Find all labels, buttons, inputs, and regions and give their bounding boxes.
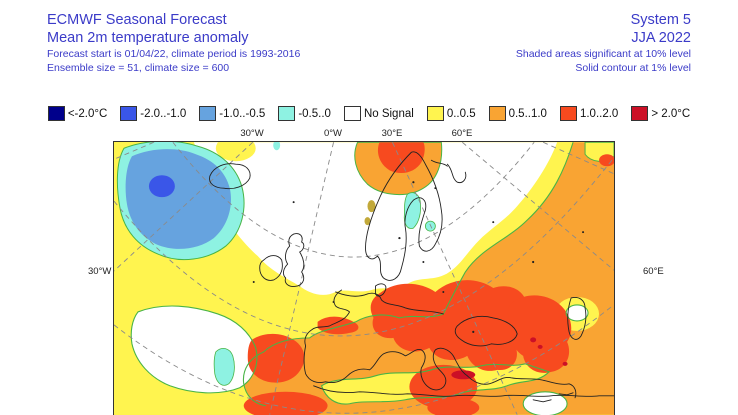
page-title: ECMWF Seasonal Forecast [47,12,227,28]
legend-item: -1.0..-0.5 [199,106,265,121]
no-signal-region-north [193,142,558,295]
coast-scandinavia [365,151,443,281]
coast-kola [430,159,448,167]
legend-item: <-2.0°C [47,106,108,121]
significance-contours [130,142,589,415]
system-label: System 5 [630,12,691,28]
top-axis-label-0w: 0°W [323,128,343,139]
cool-sliver-top [273,142,281,151]
coast-denmark [375,283,387,297]
extreme-warm-speck-3 [562,361,568,366]
legend-label: 1.0..2.0 [579,107,619,120]
legend-color-swatch [488,106,506,121]
coast-great-britain [283,233,305,287]
color-legend: <-2.0°C -2.0..-1.0 -1.0..-0.5 -0.5..0 No Sig… [0,106,738,121]
legend-color-swatch [559,106,577,121]
legend-color-swatch [631,106,649,121]
coast-black-sea [454,315,518,347]
legend-label: 0.5..1.0 [508,107,547,120]
legend-item: > 2.0°C [631,106,690,121]
legend-color-swatch [199,106,217,121]
warm-anomaly-africa-red [427,397,480,415]
olive-spot-norway-2 [364,217,371,226]
anomaly-shading [116,142,614,415]
legend-label: 0..0.5 [446,107,476,120]
warm-blob-north-red-core [377,142,425,174]
forecast-map [113,141,615,415]
legend-item: -0.5..0 [278,106,331,121]
cool-spot-portugal-coast [213,347,235,386]
legend-label: -2.0..-1.0 [140,107,187,120]
season-label: JJA 2022 [631,30,691,46]
warm-anomaly-caucasus-red [507,295,572,373]
legend-item: 0..0.5 [426,106,476,121]
legend-item: 1.0..2.0 [559,106,619,121]
coast-north-africa [313,385,614,397]
coastlines [209,151,614,403]
cold-anomaly-core-blue [148,175,175,198]
graticule [114,142,614,415]
warm-anomaly-east-europe-red [370,280,531,371]
extreme-warm-speck-2 [537,344,543,349]
coast-white-sea [446,163,467,184]
legend-color-swatch [426,106,444,121]
no-signal-spot-aegean [523,391,568,415]
legend-color-swatch [278,106,296,121]
ensemble-info: Ensemble size = 51, climate size = 600 [47,62,230,74]
top-axis-label-30w: 30°W [240,128,264,139]
coast-continental-north [335,291,444,315]
significance-note: Shaded areas significant at 10% level [515,48,691,60]
map-specks [252,181,585,333]
legend-item: 0.5..1.0 [488,106,547,121]
left-axis-label-30w: 30°W [88,266,112,277]
yellow-blob-top [215,142,256,162]
warm-anomaly-nw-africa-red [243,391,328,415]
coast-iceland [209,163,251,190]
coast-caspian [567,297,587,340]
legend-color-swatch [343,106,361,121]
page-subtitle: Mean 2m temperature anomaly [47,30,249,46]
legend-item: -2.0..-1.0 [120,106,186,121]
top-axis-label-60e: 60°E [451,128,473,139]
contour-note: Solid contour at 1% level [575,62,691,74]
legend-item: No Signal [343,106,414,121]
cold-anomaly-mid-blue [125,149,231,249]
coast-ireland [259,255,283,281]
legend-label: <-2.0°C [67,107,108,120]
no-signal-spot-caspian [566,304,589,321]
coast-cyprus [558,392,574,396]
header-right: System 5 JJA 2022 Shaded areas significa… [516,11,691,75]
coast-crete [532,399,552,403]
header: ECMWF Seasonal Forecast Mean 2m temperat… [47,11,691,75]
olive-spot-norway-1 [367,200,376,213]
cool-spot-bothnia [403,192,422,229]
coast-europe-mediterranean [303,289,577,399]
legend-label: -0.5..0 [298,107,331,120]
anomaly-map-svg [114,142,614,415]
right-axis-label-60e: 60°E [643,266,664,277]
legend-label: -1.0..-0.5 [219,107,266,120]
warm-anomaly-iberia-red [247,333,305,383]
legend-color-swatch [47,106,65,121]
extreme-warm-anatolia [451,370,476,380]
warm-anomaly-ne-red-spot [599,154,614,167]
legend-label: No Signal [363,107,414,120]
legend-color-swatch [120,106,138,121]
extreme-warm-speck-1 [530,337,537,343]
legend-label: > 2.0°C [651,107,691,120]
header-left: ECMWF Seasonal Forecast Mean 2m temperat… [47,11,300,75]
top-axis-label-30e: 30°E [381,128,403,139]
forecast-start-info: Forecast start is 01/04/22, climate peri… [47,48,301,60]
